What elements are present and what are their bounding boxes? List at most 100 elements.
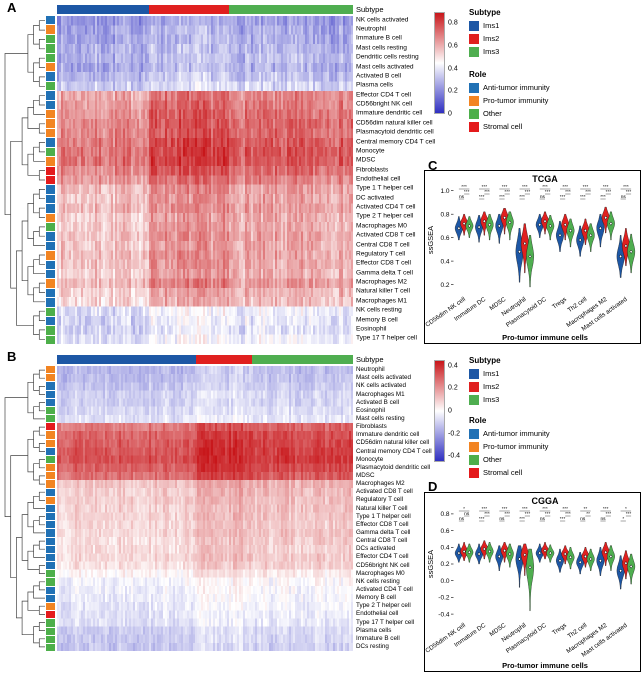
- median-marker: [457, 226, 461, 231]
- median-marker: [457, 550, 461, 556]
- role-cell-anti: [46, 204, 55, 213]
- legend-b-role-title: Role: [469, 416, 487, 425]
- sig-label: ***: [479, 516, 485, 522]
- role-cell-stromal: [46, 175, 55, 185]
- sig-label: ***: [519, 194, 525, 200]
- median-marker: [563, 222, 567, 227]
- legend-b-role-anti-tumor-immunity: Anti-tumor immunity: [469, 429, 550, 439]
- median-marker: [563, 551, 567, 557]
- heatmap-row-label: Dendritic cells resting: [356, 53, 419, 61]
- sig-label: ns: [464, 512, 470, 517]
- heatmap-row-label: Type 2 T helper cell: [356, 602, 411, 610]
- heatmap-row-label: CD56bright NK cell: [356, 100, 413, 108]
- role-cell-anti: [46, 72, 55, 81]
- legend-a-role: Role Anti-tumor immunity Pro-tumor immuni…: [469, 70, 550, 135]
- sig-label: ns: [540, 195, 546, 200]
- violin-shape: [566, 218, 575, 248]
- role-cell-anti: [46, 553, 55, 562]
- median-marker: [629, 249, 633, 254]
- heatmap-a-subtype-bar: [57, 5, 353, 14]
- median-marker: [618, 254, 623, 259]
- heatmap-row-label: Plasmacytoid dendritic cell: [356, 463, 431, 471]
- role-cell-other: [46, 643, 55, 652]
- median-marker: [568, 555, 573, 560]
- heatmap-row-label: MDSC: [356, 156, 376, 164]
- median-marker: [528, 565, 532, 570]
- legend-a-role-other: Other: [469, 109, 550, 119]
- colorbar-a: [434, 12, 445, 114]
- heatmap-row-label: Type 2 T helper cell: [356, 213, 414, 221]
- role-cell-stromal: [46, 166, 55, 175]
- role-cell-other: [46, 222, 55, 232]
- legend-label: Ims2: [483, 34, 500, 44]
- y-tick-label: 1.0: [440, 188, 449, 195]
- heatmap-row-label: Fibroblasts: [356, 166, 389, 174]
- heatmap-row-label: DCs activated: [356, 545, 396, 553]
- sig-label: **: [584, 506, 588, 512]
- median-marker: [467, 550, 472, 555]
- colorbar-tick-label: 0.2: [448, 384, 458, 392]
- heatmap-row-label: Activated CD4 T cell: [356, 585, 413, 593]
- legend-swatch: [469, 442, 479, 452]
- heatmap-row-label: DCs resting: [356, 642, 389, 650]
- violin-shape: [526, 235, 534, 288]
- median-marker: [609, 554, 613, 559]
- heatmap-row-label: Regulatory T cell: [356, 250, 406, 258]
- heatmap-row-label: Central CD8 T cell: [356, 241, 410, 249]
- role-cell-pro: [46, 464, 55, 472]
- heatmap-row-label: Endothelial cell: [356, 175, 401, 183]
- role-cell-anti: [46, 537, 55, 545]
- sig-label: ***: [580, 194, 586, 200]
- panel-b-letter: B: [7, 349, 17, 364]
- heatmap-row-label: Monocyte: [356, 147, 385, 155]
- median-marker: [462, 549, 466, 554]
- heatmap-row-label: Effector CD8 T cell: [356, 520, 409, 528]
- role-cell-stromal: [46, 611, 55, 619]
- colorbar-tick-label: 0.6: [448, 42, 458, 50]
- median-marker: [497, 223, 501, 229]
- role-cell-other: [46, 619, 55, 627]
- sig-label: ns: [580, 517, 586, 522]
- role-cell-other: [46, 335, 55, 345]
- legend-swatch: [469, 369, 479, 379]
- legend-a-role-stromal-cell: Stromal cell: [469, 122, 550, 132]
- plot-title: CGGA: [532, 496, 560, 506]
- sig-label: ***: [605, 189, 611, 195]
- role-cell-pro: [46, 439, 55, 447]
- heatmap-row-label: Activated CD8 T cell: [356, 488, 413, 496]
- median-marker: [568, 228, 573, 233]
- sig-label: ***: [626, 189, 632, 195]
- heatmap-row-label: Immature dendritic cell: [356, 431, 420, 439]
- heatmap-row-label: Macrophages M1: [356, 297, 407, 305]
- legend-a-role-anti-tumor-immunity: Anti-tumor immunity: [469, 83, 550, 93]
- sig-label: *: [463, 506, 465, 512]
- heatmap-row-label: Mast cells resting: [356, 44, 407, 52]
- median-marker: [462, 221, 466, 226]
- sig-label: ***: [600, 194, 606, 200]
- heatmap-row-label: Memory B cell: [356, 593, 396, 601]
- median-marker: [508, 551, 512, 557]
- heatmap-row-label: Neutrophil: [356, 25, 387, 33]
- colorbar-tick-label: 0.8: [448, 19, 458, 27]
- heatmap-row-label: Regulatory T cell: [356, 496, 404, 504]
- violin-plot-cgga: CGGAssGSEA0.80.60.40.20.0-0.2-0.4nsns*CD…: [424, 492, 641, 672]
- role-cell-other: [46, 570, 55, 578]
- sig-label: ***: [626, 511, 632, 517]
- role-cell-anti: [46, 232, 55, 241]
- sig-label: ***: [522, 184, 528, 190]
- legend-a-subtype-ims1: Ims1: [469, 21, 501, 31]
- legend-label: Anti-tumor immunity: [483, 83, 550, 93]
- heatmap-row-label: Immature dendritic cell: [356, 110, 423, 118]
- heatmap-row-label: Mast cells activated: [356, 63, 414, 71]
- role-cell-anti: [46, 545, 55, 553]
- legend-b-subtype-ims1: Ims1: [469, 369, 501, 379]
- heatmap-row-label: Macrophages M0: [356, 569, 405, 577]
- sig-label: ***: [504, 511, 510, 517]
- median-marker: [548, 550, 552, 556]
- y-tick-label: -0.2: [438, 595, 450, 602]
- heatmap-row-label: Natural killer T cell: [356, 288, 410, 296]
- median-marker: [543, 219, 547, 224]
- heatmap-row-label: Type 1 T helper cell: [356, 185, 414, 193]
- heatmap-row-label: Gamma delta T cell: [356, 269, 413, 277]
